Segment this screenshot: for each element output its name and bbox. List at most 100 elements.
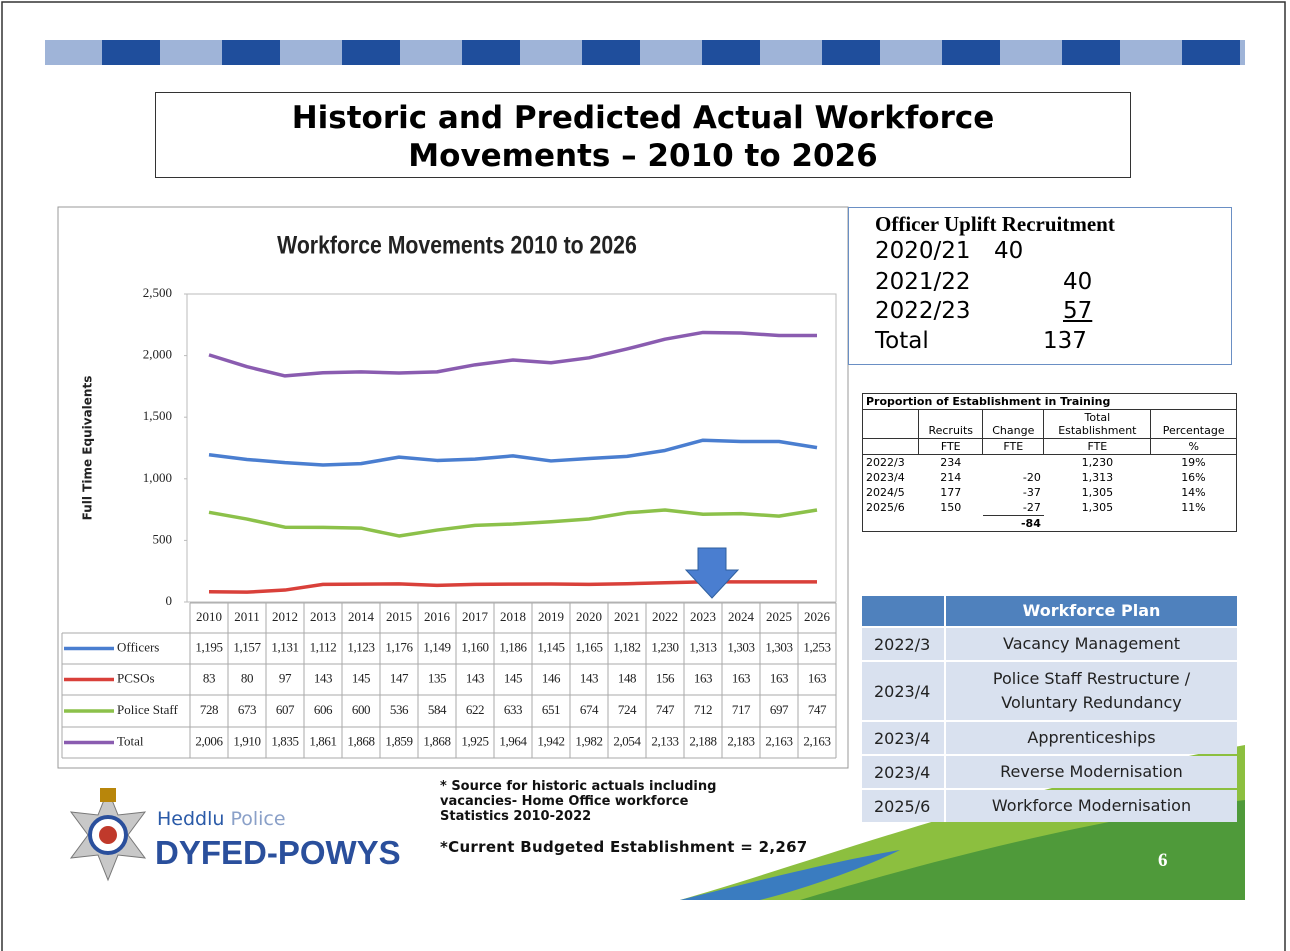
data-row: 2022/32341,23019%: [863, 455, 1237, 471]
table-value: 1,861: [309, 733, 336, 748]
header-cell: Change: [983, 410, 1044, 439]
plan-item: Apprenticeships: [946, 722, 1237, 754]
plan-item: Workforce Modernisation: [946, 790, 1237, 822]
x-tick-label: 2015: [386, 609, 412, 624]
band-square: [462, 40, 520, 65]
table-value: 163: [732, 670, 750, 685]
plan-year: 2023/4: [862, 662, 946, 720]
logo-welsh: Heddlu: [157, 808, 224, 830]
table-value: 747: [808, 702, 827, 717]
x-tick-label: 2026: [804, 609, 831, 624]
table-value: 622: [466, 702, 484, 717]
data-cell: 1,230: [1044, 455, 1151, 471]
uplift-period: 2022/23: [875, 298, 971, 324]
data-cell: [983, 455, 1044, 471]
band-square: [222, 40, 280, 65]
table-value: 135: [428, 670, 446, 685]
band-square: [1182, 40, 1240, 65]
band-square: [702, 40, 760, 65]
data-cell: [863, 516, 983, 532]
plan-item: Police Staff Restructure / Voluntary Red…: [946, 662, 1237, 720]
header-cell: Total Establishment: [1044, 410, 1151, 439]
plan-year: 2025/6: [862, 790, 946, 822]
y-tick-label: 2,000: [143, 347, 172, 362]
x-tick-label: 2011: [234, 609, 260, 624]
y-tick-label: 1,500: [143, 408, 172, 423]
table-value: 1,195: [195, 639, 222, 654]
table-value: 1,131: [271, 639, 298, 654]
table-value: 600: [352, 702, 370, 717]
workforce-plan: Workforce Plan2022/3Vacancy Management20…: [862, 596, 1237, 824]
data-cell: 1,313: [1044, 470, 1151, 485]
data-cell: 150: [919, 500, 983, 516]
x-tick-label: 2022: [652, 609, 678, 624]
band-square: [582, 40, 640, 65]
table-value: 148: [618, 670, 636, 685]
table-value: 1,303: [765, 639, 792, 654]
table-value: 697: [770, 702, 789, 717]
uplift-value: 40: [1063, 269, 1092, 295]
crest: [71, 788, 145, 880]
title-line: Historic and Predicted Actual Workforce: [156, 99, 1130, 137]
data-cell: 16%: [1151, 470, 1237, 485]
table-value: 606: [314, 702, 333, 717]
band-square: [102, 40, 160, 65]
data-cell: 1,305: [1044, 485, 1151, 500]
uplift-period: 2020/21: [875, 238, 971, 264]
table-value: 163: [808, 670, 826, 685]
data-cell: 2023/4: [863, 470, 919, 485]
table-value: 146: [542, 670, 561, 685]
table-value: 145: [352, 670, 370, 685]
table-value: 143: [580, 670, 598, 685]
table-value: 584: [428, 702, 447, 717]
table-value: 633: [504, 702, 522, 717]
table-value: 1,112: [310, 639, 337, 654]
legend-label: Police Staff: [117, 702, 178, 717]
plan-header-blank: [862, 596, 946, 626]
logo-name: DYFED-POWYS: [155, 834, 401, 872]
y-tick-label: 1,000: [143, 470, 172, 485]
table-value: 1,186: [499, 639, 527, 654]
data-cell: 11%: [1151, 500, 1237, 516]
x-tick-label: 2012: [272, 609, 298, 624]
unit-cell: FTE: [919, 439, 983, 455]
data-cell: -27: [983, 500, 1044, 516]
table-value: 143: [314, 670, 332, 685]
table-value: 2,183: [727, 733, 754, 748]
table-value: 1,868: [347, 733, 374, 748]
table-value: 147: [390, 670, 409, 685]
title-box: Historic and Predicted Actual Workforce …: [155, 92, 1131, 178]
y-tick-label: 0: [166, 593, 173, 608]
table-value: 2,188: [689, 733, 716, 748]
x-tick-label: 2018: [500, 609, 526, 624]
data-cell: 214: [919, 470, 983, 485]
chart: Workforce Movements 2010 to 2026 Full Tim…: [58, 207, 848, 768]
data-cell: 2024/5: [863, 485, 919, 500]
table-value: 1,157: [233, 639, 261, 654]
training-table: Proportion of Establishment in TrainingR…: [862, 393, 1237, 532]
chart-frame: [58, 207, 848, 768]
header-cell: Recruits: [919, 410, 983, 439]
band-square: [1062, 40, 1120, 65]
source-note: * Source for historic actuals including …: [440, 779, 750, 824]
plan-item: Reverse Modernisation: [946, 756, 1237, 788]
y-axis-label: Full Time Equivalents: [81, 376, 95, 521]
table-value: 2,163: [803, 733, 830, 748]
plan-year: 2023/4: [862, 722, 946, 754]
chart-title: Workforce Movements 2010 to 2026: [277, 231, 637, 259]
plan-title: Workforce Plan: [946, 596, 1237, 626]
title-line: Movements – 2010 to 2026: [156, 137, 1130, 175]
x-tick-label: 2025: [766, 609, 792, 624]
band-square: [942, 40, 1000, 65]
table-value: 83: [203, 670, 215, 685]
plan-year: 2023/4: [862, 756, 946, 788]
table-value: 1,176: [385, 639, 413, 654]
x-tick-label: 2021: [614, 609, 640, 624]
plan-row: 2022/3Vacancy Management: [862, 628, 1237, 660]
table-value: 724: [618, 702, 637, 717]
band-square: [822, 40, 880, 65]
